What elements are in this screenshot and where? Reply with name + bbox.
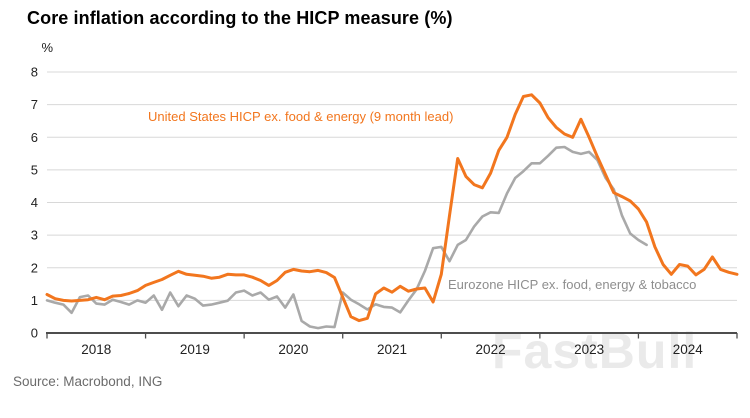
x-axis-tick-label: 2020: [278, 342, 308, 357]
y-axis-tick-label: 2: [31, 260, 38, 275]
eurozone-series-label: Eurozone HICP ex. food, energy & tobacco: [448, 277, 697, 292]
y-axis-tick-label: 3: [31, 228, 38, 243]
us-hicp-series-line: [45, 93, 739, 323]
y-axis-tick-label: 8: [31, 65, 38, 80]
x-axis-tick-label: 2022: [476, 342, 506, 357]
eurozone-hicp-series-line: [45, 145, 648, 330]
x-axis-tick-label: 2023: [574, 342, 604, 357]
y-axis-tick-label: 6: [31, 130, 38, 145]
x-axis-tick-label: 2021: [377, 342, 407, 357]
source-note: Source: Macrobond, ING: [13, 374, 163, 389]
y-axis-unit-label: %: [41, 40, 53, 55]
x-axis-tick-label: 2018: [81, 342, 111, 357]
y-axis-tick-label: 7: [31, 97, 38, 112]
y-axis-tick-label: 0: [31, 326, 38, 341]
chart-title: Core inflation according to the HICP mea…: [27, 8, 453, 28]
x-axis-tick-label: 2019: [180, 342, 210, 357]
y-axis-tick-label: 5: [31, 162, 38, 177]
y-axis-tick-label: 4: [31, 195, 38, 210]
x-axis-tick-label: 2024: [673, 342, 704, 357]
y-axis-tick-label: 1: [31, 293, 38, 308]
us-series-label: United States HICP ex. food & energy (9 …: [148, 109, 454, 124]
